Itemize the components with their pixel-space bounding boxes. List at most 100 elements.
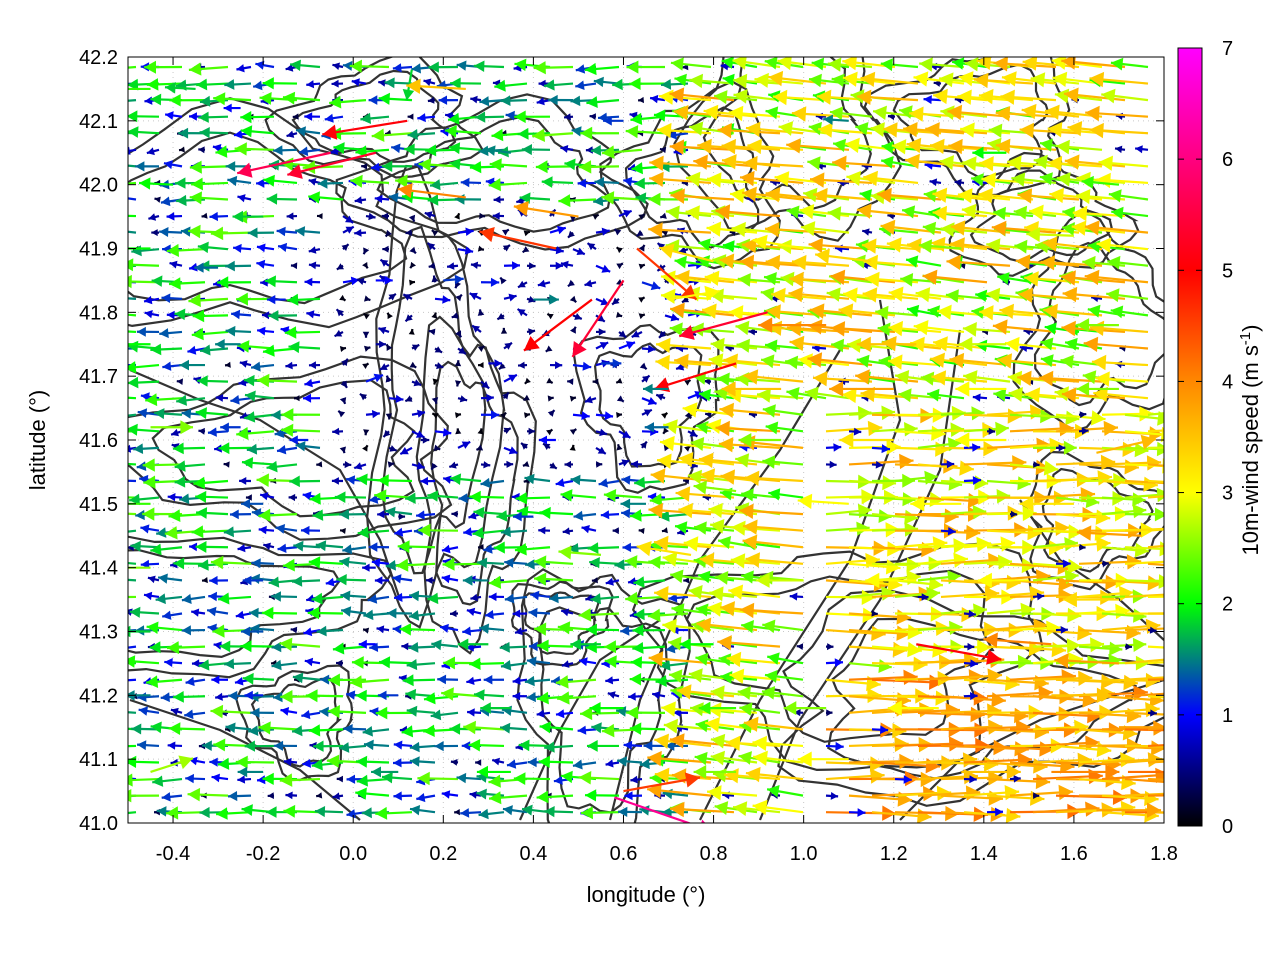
wind-arrow <box>473 60 505 72</box>
wind-arrow-head <box>384 77 395 89</box>
wind-arrow <box>745 121 804 137</box>
wind-arrow-head <box>304 112 313 121</box>
wind-arrow-head <box>536 97 545 106</box>
wind-arrow-head <box>979 156 994 172</box>
wind-arrow-head <box>196 78 208 91</box>
wind-arrow <box>721 138 781 155</box>
wind-arrow-head <box>407 113 414 120</box>
wind-arrow-head <box>449 158 461 170</box>
wind-arrow <box>425 144 459 157</box>
wind-arrow-head <box>1019 122 1034 139</box>
wind-arrow <box>649 171 712 187</box>
wind-arrow-shaft <box>128 181 137 185</box>
wind-arrow <box>601 145 643 159</box>
wind-arrow <box>198 146 206 154</box>
wind-arrow-head <box>952 57 965 70</box>
wind-arrow <box>1030 72 1080 88</box>
wind-arrow-head <box>128 274 132 289</box>
contour-line <box>129 698 361 821</box>
wind-arrow-head <box>548 94 558 106</box>
wind-arrow <box>733 89 781 104</box>
wind-arrow-head <box>721 138 736 155</box>
wind-arrow-head <box>891 139 907 155</box>
wind-arrow <box>317 178 344 189</box>
wind-arrow-head <box>1098 155 1113 171</box>
wind-arrow-head <box>791 106 807 122</box>
wind-arrow-head <box>1054 88 1070 104</box>
contour-line <box>366 164 506 629</box>
wind-arrow-head <box>661 79 672 90</box>
wind-arrow <box>164 111 183 120</box>
wind-arrow-head <box>351 78 360 87</box>
wind-arrow <box>444 125 482 138</box>
wind-arrow-head <box>324 113 334 123</box>
wind-arrow-head <box>117 193 126 202</box>
wind-arrow-head <box>292 113 299 120</box>
wind-arrow <box>728 105 781 122</box>
wind-arrow-head <box>1165 606 1179 621</box>
wind-arrow <box>933 80 942 87</box>
wind-arrow <box>144 60 183 74</box>
wind-arrow-head <box>199 127 210 139</box>
wind-arrow <box>448 142 482 155</box>
wind-arrow <box>178 146 185 153</box>
wind-arrow <box>1001 71 1057 87</box>
wind-arrow <box>292 113 299 120</box>
wind-arrow-head <box>240 111 252 124</box>
wind-arrow-head <box>733 73 748 89</box>
wind-arrow-head <box>198 111 209 123</box>
wind-arrow-head <box>1089 71 1105 88</box>
wind-arrow <box>350 174 390 188</box>
wind-arrow <box>450 77 482 90</box>
wind-arrow-head <box>514 110 526 124</box>
wind-arrow-head <box>128 444 132 453</box>
wind-arrow-head <box>188 62 202 76</box>
wind-arrow-head <box>418 158 431 172</box>
wind-arrow-head <box>571 126 582 137</box>
contour-line <box>128 355 453 541</box>
wind-arrow-head <box>808 121 822 136</box>
wind-arrow-head <box>109 159 119 170</box>
wind-arrow <box>213 92 252 106</box>
wind-arrow <box>580 126 620 140</box>
wind-arrow <box>1101 88 1149 104</box>
wind-arrow <box>637 96 644 104</box>
wind-arrow <box>360 112 390 124</box>
wind-arrow-head <box>135 161 145 172</box>
wind-arrow <box>428 61 459 73</box>
contour-line <box>1041 467 1154 573</box>
wind-arrow-head <box>1040 138 1053 152</box>
contour-line <box>673 57 902 242</box>
wind-arrow <box>995 106 1057 122</box>
wind-arrow-head <box>473 60 485 72</box>
wind-arrow-head <box>425 144 437 157</box>
wind-arrow <box>290 59 321 71</box>
wind-arrow-head <box>674 73 687 87</box>
wind-arrow <box>135 161 160 172</box>
wind-arrow <box>262 77 298 90</box>
wind-arrow-head <box>329 95 342 109</box>
wind-arrow-head <box>544 79 555 91</box>
wind-arrow-head <box>629 77 641 90</box>
wind-arrow-head <box>469 161 482 174</box>
contour-line <box>430 360 519 606</box>
wind-arrow-head <box>816 89 832 105</box>
wind-arrow <box>295 126 321 137</box>
wind-arrow-head <box>308 178 317 186</box>
wind-arrow-head <box>899 105 913 119</box>
wind-arrow <box>371 128 413 142</box>
wind-arrow-head <box>768 70 784 87</box>
wind-arrow-head <box>777 57 792 71</box>
wind-arrow-head <box>995 106 1011 122</box>
wind-arrow-head <box>213 92 226 106</box>
wind-arrow-head <box>117 476 126 485</box>
wind-arrow <box>521 144 551 156</box>
contour-line <box>128 131 408 305</box>
wind-arrow-head <box>110 226 120 237</box>
wind-arrow <box>1089 122 1149 139</box>
wind-arrow-head <box>286 130 295 138</box>
wind-arrow <box>128 110 160 123</box>
wind-arrow-head <box>1056 139 1070 155</box>
wind-arrow <box>429 179 459 191</box>
wind-arrow-head <box>107 262 118 273</box>
